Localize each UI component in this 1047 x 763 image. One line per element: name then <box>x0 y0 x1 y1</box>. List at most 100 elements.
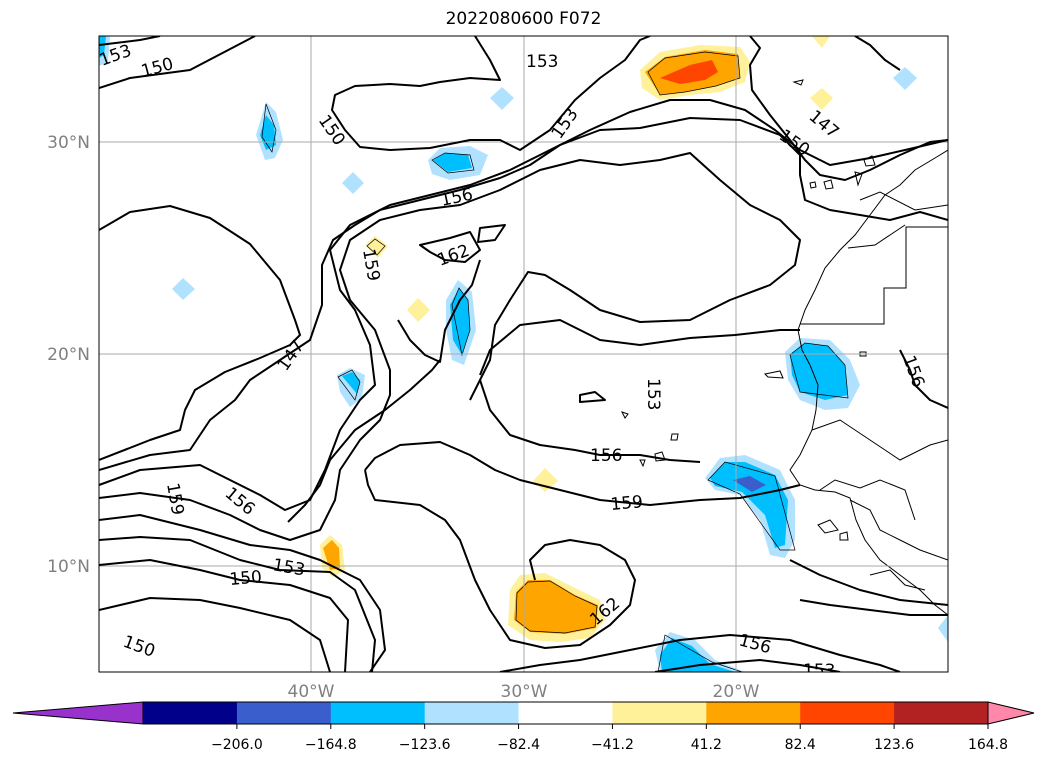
positive-anomaly-patch <box>812 36 830 48</box>
colorbar-tick-label: −206.0 <box>211 737 263 753</box>
colorbar-tick-label: 123.6 <box>874 737 914 753</box>
positive-anomaly-patch <box>365 236 388 258</box>
small-island <box>670 433 679 441</box>
algeria-border <box>847 224 906 249</box>
contour-line <box>579 391 606 403</box>
negative-anomaly-patch <box>450 288 470 355</box>
contour-line <box>799 599 948 616</box>
map-title: 2022080600 F072 <box>445 9 602 29</box>
contour-line <box>99 152 801 541</box>
lat-label: 30°N <box>47 133 90 153</box>
colorbar-extend-low <box>12 701 144 725</box>
contour-line <box>287 359 441 523</box>
contour-line <box>331 36 651 151</box>
colorbar-tick-label: 82.4 <box>785 737 816 753</box>
negative-anomaly-patch <box>342 372 360 394</box>
negative-anomaly-patch <box>342 172 364 194</box>
contour-line <box>99 536 376 672</box>
colorbar-tick-label: −82.4 <box>497 737 540 753</box>
colorbar-extend-high <box>987 701 1035 725</box>
contour-line <box>654 659 841 672</box>
contour-line <box>99 514 386 672</box>
positive-anomaly-patch <box>660 60 718 84</box>
contour-line <box>99 559 349 672</box>
canary-island <box>823 179 834 190</box>
negative-anomaly-patch <box>490 87 514 110</box>
cape-verde-island <box>763 370 784 379</box>
positive-anomaly-patch <box>323 540 340 570</box>
bissagos-island <box>839 531 849 541</box>
senegal-border <box>811 419 948 461</box>
colorbar-frame <box>142 701 989 725</box>
contour-line <box>789 559 948 606</box>
contour-line <box>99 99 948 511</box>
small-island <box>639 459 646 468</box>
contour-line <box>749 36 948 181</box>
colorbar-bin <box>612 702 707 724</box>
negative-anomaly-patch <box>790 343 848 400</box>
negative-anomaly-patch <box>710 462 788 548</box>
colorbar: −206.0 −164.8 −123.6 −82.4 −41.2 41.2 82.4 123.… <box>12 701 1035 753</box>
guinea-border <box>849 499 948 561</box>
contour-label: 150 <box>229 567 263 590</box>
canary-island <box>854 171 863 187</box>
lat-label: 10°N <box>47 557 90 577</box>
contour-line <box>99 36 161 46</box>
colorbar-tick-label: −164.8 <box>305 737 357 753</box>
gridlines <box>99 36 948 672</box>
morocco-border <box>859 191 948 211</box>
small-island <box>621 411 629 419</box>
height-contours <box>99 36 948 672</box>
contour-line <box>477 224 506 243</box>
sierra-leone-border <box>869 569 926 591</box>
africa-coastline <box>789 149 948 616</box>
colorbar-bin <box>800 702 895 724</box>
contour-line <box>397 259 481 363</box>
lon-label: 40°W <box>288 682 335 702</box>
contour-line <box>419 231 481 263</box>
canary-island <box>809 181 817 189</box>
positive-anomaly-patch <box>810 88 833 110</box>
contour-label: 156 <box>590 446 622 466</box>
negative-anomaly-patch <box>260 115 276 150</box>
colorbar-bin <box>518 702 613 724</box>
anomaly-shading <box>99 36 948 672</box>
map-plot-area: 153 150 153 150 153 150 147 156 159 162 … <box>99 36 948 672</box>
coastlines <box>621 79 948 616</box>
positive-anomaly-patch <box>514 580 598 634</box>
negative-anomaly-patch <box>893 67 917 90</box>
latitude-labels: 30°N 20°N 10°N <box>47 133 90 577</box>
negative-anomaly-patch <box>733 476 766 492</box>
negative-anomaly-patch <box>433 153 472 172</box>
contour-line <box>479 319 800 376</box>
colorbar-tick-label: 164.8 <box>968 737 1008 753</box>
mali-border <box>819 479 916 521</box>
lon-label: 30°W <box>501 682 548 702</box>
colorbar-bin <box>236 702 332 724</box>
negative-anomaly-patch <box>172 278 195 300</box>
colorbar-bin <box>894 702 989 724</box>
western-sahara-border <box>800 226 948 325</box>
contour-line <box>99 36 256 89</box>
contour-line <box>479 379 701 463</box>
colorbar-bin <box>706 702 801 724</box>
contour-line <box>364 441 801 506</box>
contour-label: 159 <box>610 492 644 515</box>
colorbar-tick-label: −123.6 <box>399 737 451 753</box>
contour-line <box>854 36 901 71</box>
positive-anomaly-patch <box>407 298 430 322</box>
anomaly-outlines <box>261 51 849 672</box>
map-frame <box>98 35 949 673</box>
lat-label: 20°N <box>47 345 90 365</box>
contour-line <box>899 349 948 409</box>
lon-label: 20°W <box>713 682 760 702</box>
negative-anomaly-patch <box>99 36 106 58</box>
negative-anomaly-patch <box>938 615 948 642</box>
colorbar-bin <box>143 702 238 724</box>
canary-island <box>792 79 804 86</box>
colorbar-bin <box>330 702 426 724</box>
colorbar-bin <box>424 702 520 724</box>
positive-anomaly-patch <box>533 468 558 492</box>
small-island <box>859 351 867 357</box>
contour-line <box>99 597 331 672</box>
